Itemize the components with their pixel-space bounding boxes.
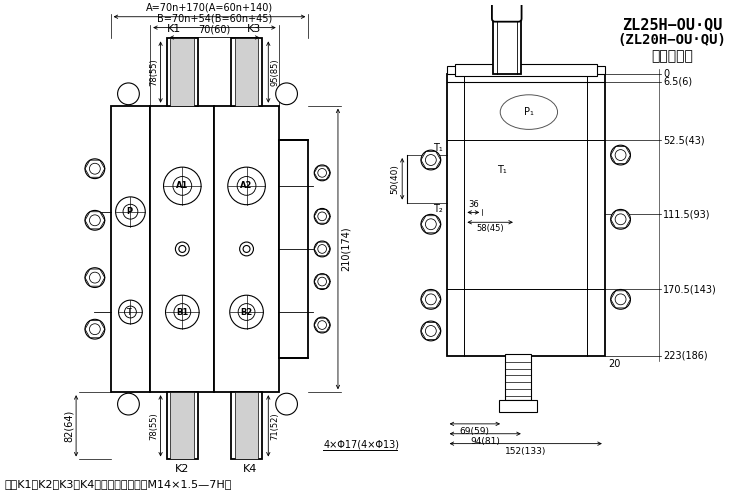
Text: K2: K2: [175, 464, 189, 474]
Circle shape: [611, 210, 630, 229]
Circle shape: [276, 83, 298, 104]
Text: 71(52): 71(52): [270, 412, 279, 440]
Text: 58(45): 58(45): [476, 224, 504, 234]
Bar: [150, 106, 214, 392]
Text: 36: 36: [468, 200, 479, 209]
Text: T₂: T₂: [433, 204, 443, 214]
Circle shape: [314, 317, 330, 333]
Circle shape: [314, 274, 330, 289]
Text: B=70n+54(B=60n+45): B=70n+54(B=60n+45): [157, 14, 272, 24]
Circle shape: [228, 167, 265, 204]
Bar: [231, 38, 262, 106]
Ellipse shape: [500, 95, 557, 130]
Text: 78(55): 78(55): [150, 412, 158, 440]
Text: A2: A2: [240, 182, 253, 190]
Bar: [447, 74, 605, 356]
Circle shape: [85, 320, 105, 339]
Text: 多路换向阀: 多路换向阀: [651, 50, 693, 64]
Circle shape: [314, 165, 330, 181]
Text: ZL25H−OU·QU: ZL25H−OU·QU: [622, 16, 722, 32]
Circle shape: [166, 295, 199, 329]
Text: 50(40): 50(40): [390, 164, 399, 194]
Circle shape: [611, 145, 630, 165]
Text: K4: K4: [243, 464, 258, 474]
Circle shape: [421, 214, 441, 234]
Circle shape: [85, 159, 105, 178]
Bar: [167, 38, 198, 106]
Circle shape: [314, 208, 330, 224]
Bar: [111, 106, 150, 392]
Text: 223(186): 223(186): [663, 350, 708, 360]
Text: 69(59): 69(59): [460, 427, 490, 436]
Text: 94(81): 94(81): [470, 436, 500, 446]
Text: 52.5(43): 52.5(43): [663, 136, 705, 145]
Text: K1: K1: [167, 24, 181, 34]
Bar: [170, 392, 194, 460]
Text: B2: B2: [240, 308, 253, 316]
Text: T₁: T₁: [433, 143, 443, 153]
Bar: [234, 392, 259, 460]
Bar: [214, 106, 279, 392]
Circle shape: [276, 393, 298, 415]
Text: 注：K1、K2、K3、K4口螺纹尺寸均为：M14×1.5—7H。: 注：K1、K2、K3、K4口螺纹尺寸均为：M14×1.5—7H。: [5, 479, 232, 489]
Bar: [279, 140, 308, 358]
Circle shape: [85, 210, 105, 230]
Circle shape: [421, 321, 441, 341]
Text: K3: K3: [248, 24, 262, 34]
Text: A1: A1: [176, 182, 189, 190]
Text: 210(174): 210(174): [341, 226, 351, 272]
Bar: [234, 38, 259, 106]
Circle shape: [85, 268, 105, 287]
Circle shape: [118, 83, 139, 104]
Text: 0: 0: [663, 69, 669, 79]
FancyBboxPatch shape: [492, 0, 522, 22]
Circle shape: [240, 242, 254, 256]
Bar: [455, 64, 597, 76]
Text: 20: 20: [609, 358, 621, 368]
Circle shape: [179, 246, 186, 252]
Circle shape: [118, 393, 139, 415]
Text: T: T: [128, 308, 132, 316]
Text: B1: B1: [176, 308, 189, 316]
Circle shape: [116, 197, 145, 226]
Circle shape: [164, 167, 201, 204]
Text: P₁: P₁: [524, 107, 534, 117]
Circle shape: [119, 300, 142, 324]
Bar: [505, 354, 531, 400]
Circle shape: [243, 246, 250, 252]
Circle shape: [175, 242, 189, 256]
Circle shape: [611, 290, 630, 309]
Text: P: P: [126, 207, 133, 216]
Text: T₁: T₁: [497, 166, 506, 175]
Text: 6.5(6): 6.5(6): [663, 77, 692, 87]
Circle shape: [421, 290, 441, 309]
Text: (ZL20H−OU·QU): (ZL20H−OU·QU): [618, 32, 727, 46]
Bar: [499, 400, 537, 412]
Text: 170.5(143): 170.5(143): [663, 284, 717, 294]
Text: 82(64): 82(64): [64, 410, 74, 442]
Circle shape: [230, 295, 263, 329]
Text: 152(133): 152(133): [505, 446, 546, 456]
Text: 70(60): 70(60): [198, 24, 231, 34]
Text: 95(85): 95(85): [270, 58, 279, 86]
Circle shape: [314, 241, 330, 257]
Bar: [231, 392, 262, 460]
Text: 78(55): 78(55): [150, 58, 158, 86]
Bar: [170, 38, 194, 106]
Text: A=70n+170(A=60n+140): A=70n+170(A=60n+140): [146, 3, 273, 13]
Text: 4×Φ17(4×Φ13): 4×Φ17(4×Φ13): [323, 440, 399, 450]
Text: 111.5(93): 111.5(93): [663, 210, 710, 220]
Circle shape: [421, 150, 441, 170]
Bar: [167, 392, 198, 460]
Bar: [447, 66, 605, 74]
Bar: [493, 15, 520, 74]
